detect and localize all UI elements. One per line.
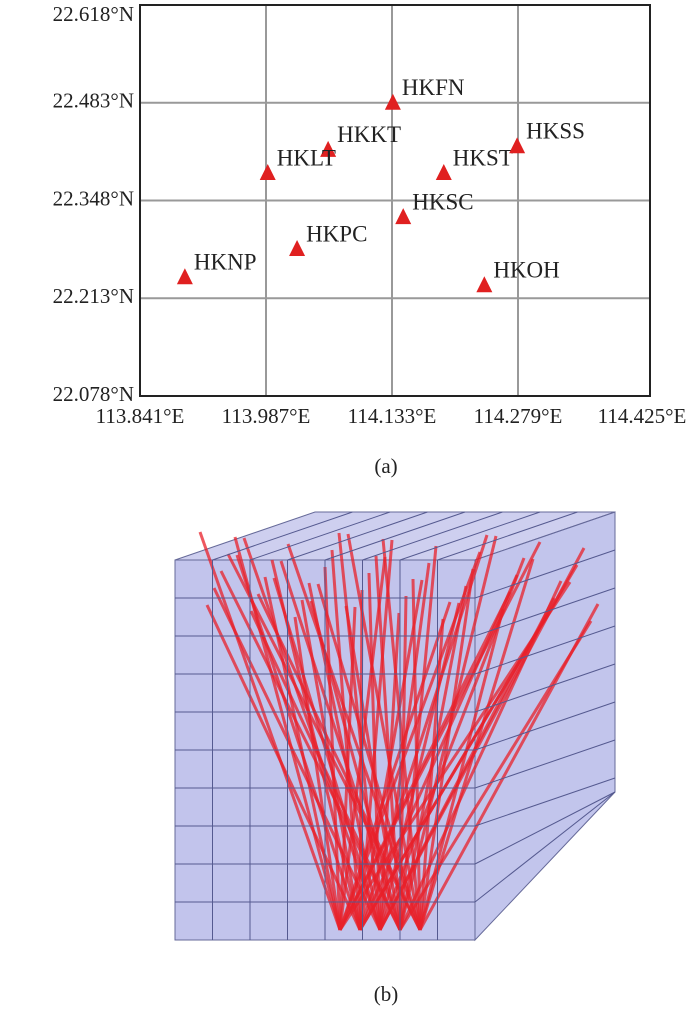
y-tick-label: 22.483°N <box>53 89 134 113</box>
ray <box>358 574 519 931</box>
ray <box>381 538 422 931</box>
voxel-edge <box>474 739 616 789</box>
voxel-edge <box>474 701 616 751</box>
station-label: HKNP <box>194 250 257 275</box>
ray <box>338 601 452 931</box>
ray <box>374 555 402 931</box>
voxel-edge <box>474 791 616 903</box>
ray <box>300 599 362 931</box>
voxel-edge <box>474 791 616 865</box>
y-tick-label: 22.213°N <box>53 284 134 308</box>
x-tick-label: 114.133°E <box>348 404 437 428</box>
voxel-edge <box>324 511 466 561</box>
ray <box>307 582 382 931</box>
ray <box>378 557 526 931</box>
x-tick-label: 114.279°E <box>474 404 563 428</box>
ray <box>270 559 362 931</box>
voxel-edge <box>474 549 616 599</box>
ray <box>205 604 362 931</box>
voxel-edge <box>474 587 616 637</box>
station-label: HKSS <box>526 118 585 143</box>
y-tick-label: 22.078°N <box>53 382 134 406</box>
ray <box>293 616 342 931</box>
station-marker <box>320 140 337 157</box>
station-marker <box>259 163 276 180</box>
caption-b: (b) <box>374 982 399 1006</box>
y-tick-label: 22.618°N <box>53 2 134 26</box>
x-tick-label: 113.841°E <box>96 404 185 428</box>
voxel-edge <box>249 511 391 561</box>
ray <box>212 587 382 931</box>
station-label: HKPC <box>306 221 367 246</box>
ray <box>226 553 422 931</box>
station-label: HKOH <box>493 257 559 282</box>
voxel-edge <box>287 511 428 561</box>
ray <box>398 580 563 931</box>
station-marker <box>176 268 193 285</box>
station-label: HKSC <box>412 189 473 214</box>
voxel-edge <box>474 625 616 675</box>
station-label: HKFN <box>402 75 465 100</box>
station-marker <box>289 240 306 257</box>
voxel-edge <box>474 777 616 827</box>
plot-frame <box>139 4 651 397</box>
ray <box>418 603 600 931</box>
y-tick-label: 22.348°N <box>53 186 134 210</box>
ray <box>378 597 556 931</box>
station-label: HKST <box>453 145 513 170</box>
voxel-edge <box>474 663 616 713</box>
station-label: HKLT <box>277 145 336 170</box>
ray <box>344 605 402 931</box>
voxel-edge <box>399 511 541 561</box>
station-marker <box>509 137 526 154</box>
caption-a: (a) <box>374 454 397 478</box>
station-marker <box>384 93 401 110</box>
station-label: HKKT <box>337 122 401 147</box>
x-tick-label: 114.425°E <box>598 404 687 428</box>
voxel-edge <box>362 511 503 561</box>
station-marker <box>476 276 493 293</box>
ray <box>330 549 362 931</box>
x-tick-label: 113.987°E <box>222 404 311 428</box>
ray <box>338 551 482 931</box>
voxel-edge <box>437 511 578 561</box>
voxel-edge <box>212 511 353 561</box>
station-marker <box>435 163 452 180</box>
station-marker <box>395 208 412 225</box>
